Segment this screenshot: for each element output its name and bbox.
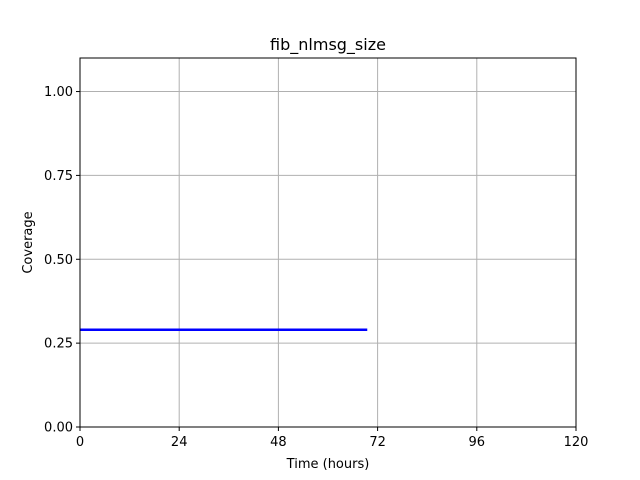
y-tick-label: 0.25 (44, 337, 73, 352)
y-tick-label: 1.00 (44, 85, 73, 100)
x-tick-label: 96 (469, 435, 486, 450)
y-tick-label: 0.50 (44, 253, 73, 268)
x-tick-label: 72 (369, 435, 386, 450)
chart-title: fib_nlmsg_size (270, 35, 386, 55)
x-axis: 0 24 48 72 96 120 (76, 427, 589, 450)
axes-frame (79, 57, 577, 428)
x-tick-label: 24 (171, 435, 188, 450)
y-axis: 0.00 0.25 0.50 0.75 1.00 (44, 85, 80, 436)
x-tick-label: 48 (270, 435, 287, 450)
x-tick-label: 120 (564, 435, 589, 450)
x-tick-label: 0 (76, 435, 84, 450)
y-tick-label: 0.75 (44, 169, 73, 184)
y-tick-label: 0.00 (44, 421, 73, 436)
y-axis-label: Coverage (21, 211, 36, 273)
x-axis-label: Time (hours) (286, 457, 370, 472)
